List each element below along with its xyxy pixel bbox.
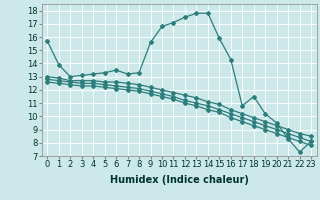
X-axis label: Humidex (Indice chaleur): Humidex (Indice chaleur) <box>110 175 249 185</box>
